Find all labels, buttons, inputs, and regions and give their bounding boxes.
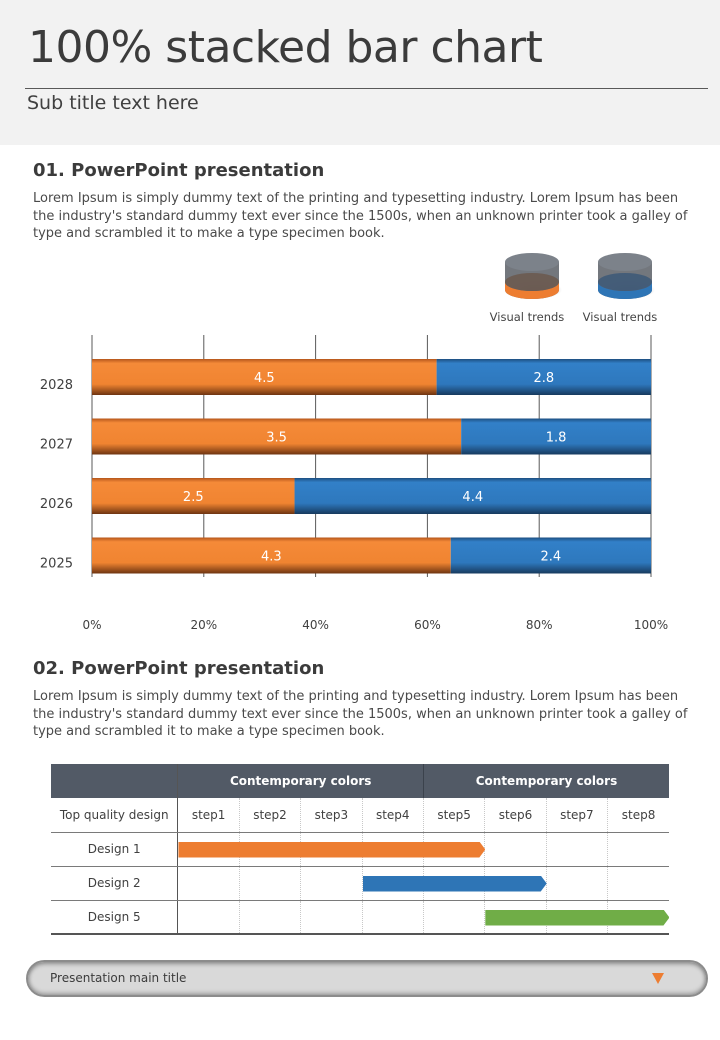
section2-title: 02. PowerPoint presentation (33, 658, 325, 679)
data-label: 4.3 (261, 550, 282, 565)
gantt-step-header: step2 (238, 798, 301, 833)
y-category-label: 2028 (40, 378, 73, 393)
section1-body: Lorem Ipsum is simply dummy text of the … (33, 191, 688, 241)
gantt-row: Design 2 (51, 866, 669, 901)
page-title: 100% stacked bar chart (28, 22, 543, 73)
page-subtitle: Sub title text here (27, 92, 199, 114)
gantt-step-header: step8 (607, 798, 669, 833)
footer-title-bar[interactable]: Presentation main title (26, 960, 708, 997)
x-tick-label: 100% (634, 618, 668, 632)
data-label: 4.4 (462, 490, 483, 505)
x-tick-label: 40% (302, 618, 329, 632)
data-label: 2.8 (533, 371, 554, 386)
footer-title: Presentation main title (50, 971, 187, 985)
bar-segment (92, 478, 295, 514)
legend-label: Visual trends (489, 310, 565, 324)
data-label: 4.5 (254, 371, 275, 386)
section2-body: Lorem Ipsum is simply dummy text of the … (33, 689, 688, 739)
gantt-row: Design 1 (51, 832, 669, 867)
gantt-step-header: step3 (300, 798, 363, 833)
y-category-label: 2027 (40, 438, 73, 453)
data-label: 1.8 (546, 431, 567, 446)
gantt-row: Design 5 (51, 900, 669, 935)
gantt-step-header: step4 (361, 798, 424, 833)
triangle-down-icon[interactable] (652, 973, 664, 984)
title-divider (25, 88, 708, 89)
gantt-row-label: Design 1 (51, 832, 179, 867)
section1-title: 01. PowerPoint presentation (33, 160, 325, 181)
bar-segment (450, 537, 651, 574)
orange-cylinder-icon (505, 253, 562, 299)
blue-cylinder-icon (598, 253, 655, 299)
y-category-label: 2025 (40, 557, 73, 572)
bar-segment (92, 537, 451, 574)
gantt-corner-cell (51, 764, 179, 798)
gantt-group-header-row: Contemporary colors Contemporary colors (51, 764, 669, 798)
gantt-corner-label: Top quality design (51, 798, 179, 833)
data-label: 2.4 (541, 550, 562, 565)
y-category-label: 2026 (40, 497, 73, 512)
gantt-row-label: Design 5 (51, 900, 179, 935)
bar-segment (436, 359, 651, 395)
header-band: 100% stacked bar chart Sub title text he… (0, 0, 720, 145)
gantt-step-header: step6 (484, 798, 547, 833)
legend-item-1: Visual trends (487, 248, 567, 324)
x-tick-label: 80% (526, 618, 553, 632)
gantt-group-header: Contemporary colors (177, 764, 424, 798)
bar-segment (92, 359, 437, 395)
gantt-step-header: step1 (177, 798, 240, 833)
stacked-bar-chart: 4.5 2.8 3.5 1.8 2.5 4.4 4.3 2.4 2028 2027 2026 202… (40, 335, 668, 632)
gantt-row-label: Design 2 (51, 866, 179, 901)
data-label: 2.5 (183, 490, 204, 505)
bar-segment (92, 418, 462, 455)
legend-item-2: Visual trends (580, 248, 660, 324)
x-tick-label: 60% (414, 618, 441, 632)
bar-segment (461, 418, 651, 455)
bar-segment (294, 478, 651, 514)
data-label: 3.5 (266, 431, 287, 446)
gantt-table: Contemporary colors Contemporary colors … (51, 764, 669, 935)
gantt-step-header: step5 (422, 798, 485, 833)
gantt-steps-row: Top quality design step1 step2 step3 ste… (51, 798, 669, 833)
gantt-step-header: step7 (545, 798, 608, 833)
legend-label: Visual trends (582, 310, 658, 324)
x-tick-label: 0% (82, 618, 101, 632)
x-tick-label: 20% (190, 618, 217, 632)
gantt-group-header: Contemporary colors (422, 764, 669, 798)
